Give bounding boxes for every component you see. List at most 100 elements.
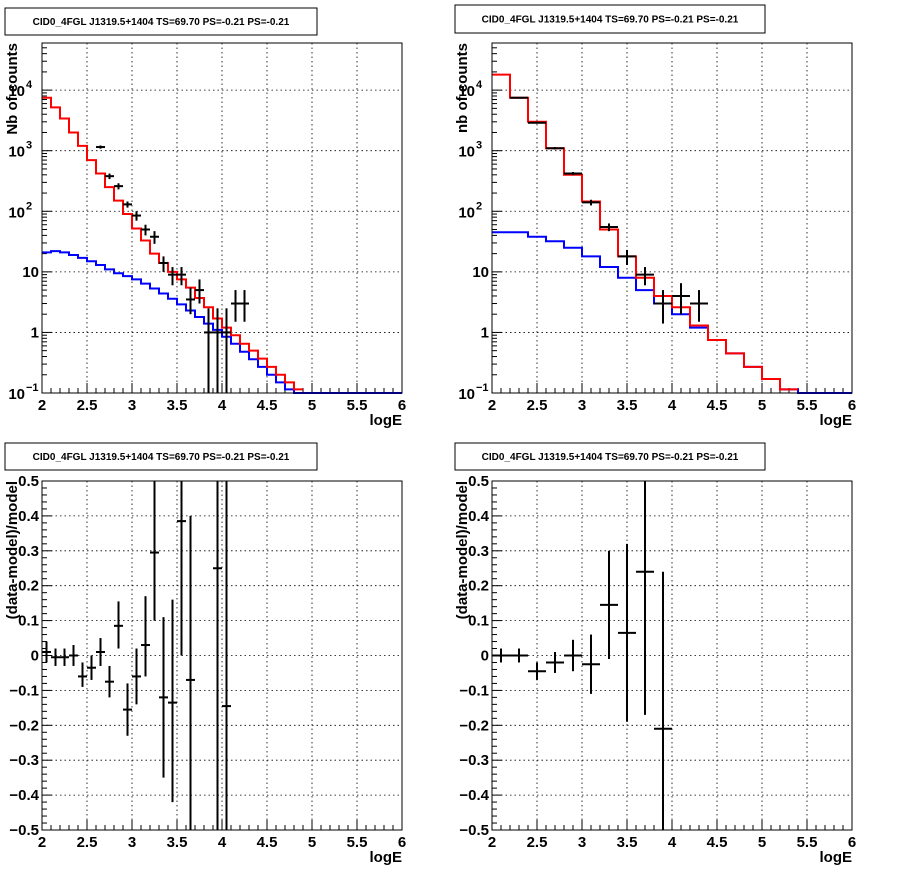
y-tick-exponent: 4 xyxy=(476,79,483,91)
data-point xyxy=(654,571,672,830)
y-tick-label: 0.4 xyxy=(468,508,490,525)
y-tick-exponent: −1 xyxy=(26,382,39,394)
y-tick-label: 0.2 xyxy=(18,578,39,595)
x-tick-label: 2 xyxy=(488,834,496,851)
series-2 xyxy=(42,96,303,391)
data-point xyxy=(150,231,159,244)
data-point xyxy=(186,515,195,830)
x-tick-label: 2.5 xyxy=(527,397,548,414)
y-tick-label: 0.5 xyxy=(468,473,489,490)
y-tick-label: 0.3 xyxy=(18,543,39,560)
x-tick-label: 2.5 xyxy=(77,397,98,414)
series-3 xyxy=(96,145,249,393)
data-point xyxy=(240,290,249,322)
x-tick-label: 4.5 xyxy=(257,397,278,414)
data-point xyxy=(123,201,132,208)
y-tick-label: 10 xyxy=(458,144,475,161)
x-tick-label: 4 xyxy=(218,834,227,851)
y-axis-title: Nb of counts xyxy=(4,43,21,135)
series-1 xyxy=(492,231,852,394)
y-tick-label: 10 xyxy=(8,144,25,161)
y-tick-label: 1 xyxy=(31,324,39,341)
x-tick-label: 5 xyxy=(308,834,316,851)
y-tick-label: 10 xyxy=(8,386,25,403)
chart-title: CID0_4FGL J1319.5+1404 TS=69.70 PS=-0.21… xyxy=(33,452,290,463)
y-tick-label: −0.1 xyxy=(459,682,489,699)
x-tick-labels: 2 2.5 3 3.5 4 4.5 5 5.5 6 xyxy=(38,834,406,851)
y-tick-exponent: 2 xyxy=(476,200,482,212)
data-point xyxy=(78,662,87,687)
y-axis-title: (data-model)/model xyxy=(4,481,21,619)
x-tick-label: 4 xyxy=(218,397,227,414)
data-point xyxy=(222,481,231,830)
x-tick-label: 3.5 xyxy=(617,834,638,851)
y-axis-title: (data-model)/model xyxy=(454,481,471,619)
y-tick-label: 10 xyxy=(472,264,489,281)
data-point xyxy=(600,223,618,232)
data-point xyxy=(132,648,141,705)
data-point xyxy=(618,249,636,265)
data-point xyxy=(159,256,168,272)
x-tick-labels: 2 2.5 3 3.5 4 4.5 5 5.5 6 xyxy=(488,834,856,851)
data-point xyxy=(231,290,240,322)
data-point xyxy=(600,550,618,659)
y-tick-label: −0.4 xyxy=(459,787,489,804)
y-tick-label: 1 xyxy=(481,324,489,341)
x-tick-label: 2 xyxy=(38,834,46,851)
x-tick-label: 5.5 xyxy=(797,397,818,414)
x-axis-title: logE xyxy=(370,849,403,866)
y-tick-exponent: 3 xyxy=(26,140,32,152)
y-tick-labels: −0.5 −0.4 −0.3 −0.2 −0.1 0 0.1 0.2 0.3 0.4 0.5 xyxy=(9,473,39,839)
data-point xyxy=(168,267,177,286)
x-tick-label: 4.5 xyxy=(707,834,728,851)
title-frame xyxy=(4,7,318,36)
grid-lines xyxy=(42,43,402,393)
data-point xyxy=(528,121,546,124)
x-tick-label: 5.5 xyxy=(347,397,368,414)
x-tick-label: 6 xyxy=(848,834,856,851)
data-point xyxy=(42,641,51,663)
x-tick-label: 6 xyxy=(848,397,856,414)
x-tick-label: 3 xyxy=(128,834,136,851)
x-tick-label: 3 xyxy=(578,834,586,851)
grid-lines xyxy=(492,43,852,393)
chart-panel-3: CID0_4FGL J1319.5+1404 TS=69.70 PS=-0.21… xyxy=(4,442,406,866)
data-point xyxy=(177,481,186,656)
x-tick-label: 5.5 xyxy=(797,834,818,851)
chart-title: CID0_4FGL J1319.5+1404 TS=69.70 PS=-0.21… xyxy=(482,15,739,26)
x-tick-label: 2.5 xyxy=(77,834,98,851)
data-point xyxy=(222,308,231,393)
y-tick-label: −0.5 xyxy=(9,822,39,839)
data-point xyxy=(123,683,132,736)
x-tick-label: 3.5 xyxy=(617,397,638,414)
x-tick-label: 2 xyxy=(38,397,46,414)
chart-panel-4: CID0_4FGL J1319.5+1404 TS=69.70 PS=-0.21… xyxy=(454,442,856,866)
plot-frame xyxy=(491,42,853,394)
y-tick-label: 0.1 xyxy=(468,613,489,630)
y-tick-label: 0.3 xyxy=(468,543,489,560)
x-tick-label: 5 xyxy=(758,397,766,414)
series-1 xyxy=(492,481,672,830)
data-point xyxy=(618,543,636,722)
y-tick-labels: −0.5 −0.4 −0.3 −0.2 −0.1 0 0.1 0.2 0.3 0.4 0.5 xyxy=(459,473,489,839)
data-point xyxy=(105,665,114,698)
chart-title-box: CID0_4FGL J1319.5+1404 TS=69.70 PS=-0.21… xyxy=(454,4,766,34)
x-tick-label: 3.5 xyxy=(167,397,188,414)
data-point xyxy=(564,172,582,176)
series-3 xyxy=(510,96,708,324)
y-tick-label: 0 xyxy=(31,648,39,665)
y-tick-label: 0.1 xyxy=(18,613,39,630)
x-tick-label: 3.5 xyxy=(167,834,188,851)
x-tick-label: 4.5 xyxy=(707,397,728,414)
chart-panel-1: CID0_4FGL J1319.5+1404 TS=69.70 PS=-0.21… xyxy=(4,7,406,429)
x-tick-label: 5.5 xyxy=(347,834,368,851)
y-tick-label: −0.3 xyxy=(459,752,489,769)
data-point xyxy=(132,211,141,221)
axis-ticks xyxy=(491,42,853,394)
data-point xyxy=(87,655,96,680)
data-point xyxy=(69,645,78,666)
x-axis-title: logE xyxy=(820,849,853,866)
plot-frame xyxy=(41,480,403,831)
y-tick-exponent: 2 xyxy=(26,200,32,212)
